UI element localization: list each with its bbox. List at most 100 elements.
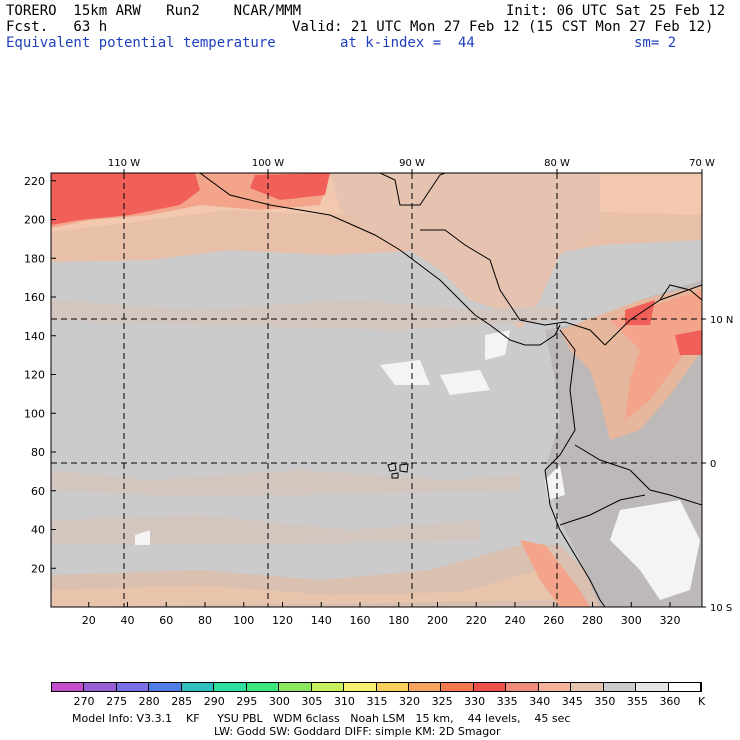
colorbar-label: 275 [106,695,128,708]
north-red-patch [51,173,200,225]
top-lon-label: 80 W [544,158,570,169]
top-lon-label: 90 W [399,158,425,169]
colorbar-label: 285 [171,695,193,708]
top-lon-label: 110 W [108,158,140,169]
coastline-yucatan [379,173,446,206]
colorbar-label: 300 [268,695,290,708]
colorbar-swatch [538,683,572,691]
right-lat-label: 0 [710,459,716,470]
coastline-colombia-north [659,284,702,301]
x-tick-label: 120 [272,614,293,627]
y-tick-label: 140 [24,330,45,343]
coastline-south-america [544,284,702,607]
lat-lon-grid [51,173,702,607]
axis-ticks: 110 W 100 W 90 W 80 W 70 W 10 N 0 10 S 20 40 60 80 1… [24,158,733,627]
colorbar-swatch [311,683,345,691]
colorbar-swatch [408,683,442,691]
y-tick-label: 180 [24,252,45,265]
x-tick-label: 20 [82,614,96,627]
y-tick-label: 100 [24,407,45,420]
map-field [51,173,702,607]
colorbar-label: 295 [236,695,258,708]
andes-red-2 [675,330,702,355]
mid-band-3 [51,515,480,545]
colorbar-label: 335 [496,695,518,708]
colorbar-label: 270 [73,695,95,708]
x-tick-label: 300 [621,614,642,627]
map-frame [50,172,703,608]
colorbar-label: 325 [431,695,453,708]
colorbar-swatch [246,683,280,691]
peru-coast-warm [520,540,590,607]
colorbar-label: 320 [399,695,421,708]
colorbar-swatch [668,683,702,691]
x-tick-label: 260 [543,614,564,627]
y-tick-label: 60 [31,485,45,498]
smoothing: sm= 2 [634,35,677,51]
x-tick-label: 280 [582,614,603,627]
y-tick-label: 120 [24,369,45,382]
colorbar-swatch [181,683,215,691]
top-lon-label: 100 W [252,158,284,169]
galapagos-islands [387,462,409,479]
y-tick-label: 80 [31,446,45,459]
top-lon-label: 70 W [689,158,715,169]
ocean-white-3 [440,370,490,395]
right-lat-label: 10 N [710,315,733,326]
x-tick-label: 220 [466,614,487,627]
north-red-patch-2 [250,173,330,200]
colorbar [51,682,702,692]
colorbar-swatch [473,683,507,691]
x-tick-label: 140 [311,614,332,627]
colorbar-label: 280 [138,695,160,708]
x-tick-label: 60 [159,614,173,627]
colorbar-swatch [636,683,669,691]
colorbar-swatch [149,683,182,691]
colorbar-swatch [603,683,637,691]
model-physics: LW: Godd SW: Goddard DIFF: simple KM: 2D… [214,725,501,738]
y-tick-label: 200 [24,214,45,227]
colorbar-label: 305 [301,695,323,708]
border-andes [559,444,702,526]
x-tick-label: 100 [233,614,254,627]
central-america-land [330,173,600,330]
colorbar-swatch [84,683,117,691]
ocean-white-5 [545,465,565,500]
colorbar-swatch [506,683,539,691]
coastline-caribbean [420,229,606,346]
init-time: Init: 06 UTC Sat 25 Feb 12 [506,3,726,19]
south-white-patch [610,500,700,600]
colorbar-label: 355 [626,695,648,708]
y-tick-label: 220 [24,175,45,188]
colorbar-swatch [52,683,85,691]
valid-time: Valid: 21 UTC Mon 27 Feb 12 (15 CST Mon … [292,19,714,35]
colorbar-label: 350 [594,695,616,708]
mid-band-2 [51,470,520,495]
y-tick-label: 20 [31,562,45,575]
x-tick-label: 160 [350,614,371,627]
x-tick-label: 180 [388,614,409,627]
colorbar-label: 345 [561,695,583,708]
colorbar-swatch [116,683,150,691]
x-tick-label: 320 [660,614,681,627]
field-name: Equivalent potential temperature [6,35,276,51]
colorbar-label: 315 [366,695,388,708]
colorbar-label: 290 [203,695,225,708]
colorbar-swatch [376,683,409,691]
colorbar-label: 360 [659,695,681,708]
x-tick-label: 40 [121,614,135,627]
y-tick-label: 160 [24,291,45,304]
ocean-white-2 [380,360,430,385]
colorbar-swatch [344,683,377,691]
forecast-hour: Fcst. 63 h [6,19,108,35]
ocean-white-4 [135,530,150,545]
right-lat-label: 10 S [710,603,732,614]
model-title: TORERO 15km ARW Run2 NCAR/MMM [6,3,302,19]
colorbar-swatch [441,683,474,691]
colorbar-label: 310 [333,695,355,708]
south-peach-band [51,570,580,607]
colorbar-unit: K [698,695,706,708]
x-tick-label: 200 [427,614,448,627]
x-tick-label: 80 [198,614,212,627]
